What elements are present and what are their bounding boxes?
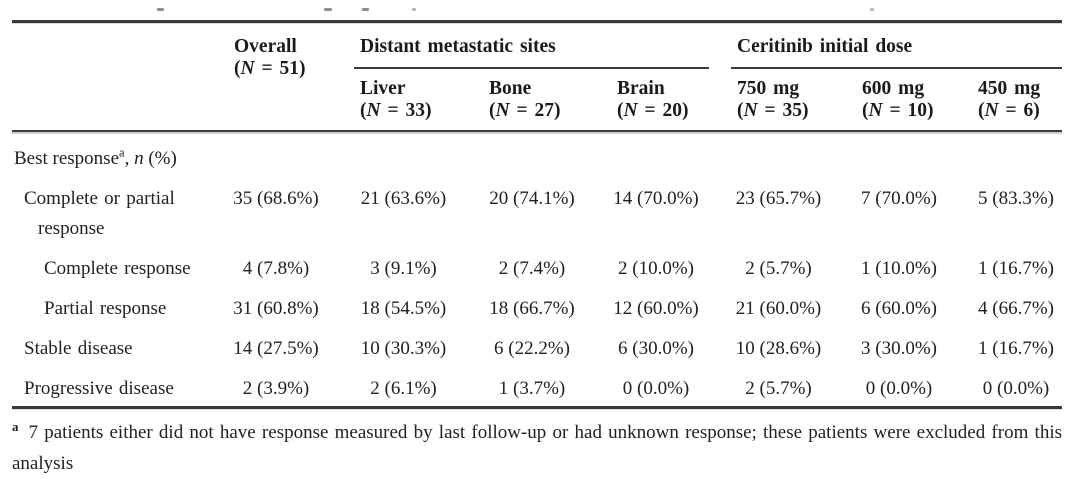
row-label: Progressive disease — [24, 378, 174, 399]
value-cell-liver: 21 (63.6%) — [360, 188, 447, 209]
row-label: Partial response — [44, 298, 167, 319]
column-n-count: (N = 51) — [234, 58, 306, 79]
table-row: Partial response 31 (60.8%) 18 (54.5%) 1… — [12, 294, 1062, 324]
value-cell-bone: 6 (22.2%) — [494, 338, 570, 359]
group-header-distant-metastatic-sites: Distant metastatic sites — [354, 36, 709, 69]
column-header-750mg: 750 mg (N = 35) — [731, 69, 856, 130]
value-cell-brain: 6 (30.0%) — [618, 338, 694, 359]
value-cell-liver: 18 (54.5%) — [360, 298, 447, 319]
value-cell-450mg: 5 (83.3%) — [978, 188, 1054, 209]
row-label: Complete or partial response — [24, 188, 175, 239]
table-bottom-rule — [12, 406, 1062, 409]
value-cell-brain: 14 (70.0%) — [613, 188, 699, 209]
header-bottom-rule — [12, 130, 1062, 132]
scan-artifact-dash — [324, 8, 332, 11]
column-title: Overall — [234, 36, 297, 57]
value-cell-bone: 18 (66.7%) — [489, 298, 575, 319]
value-cell-bone: 2 (7.4%) — [498, 258, 566, 279]
scan-artifact-dash — [870, 8, 874, 11]
value-cell-overall: 4 (7.8%) — [242, 258, 310, 279]
value-cell-450mg: 1 (16.7%) — [978, 258, 1054, 279]
value-cell-750mg: 2 (5.7%) — [745, 378, 812, 399]
value-cell-750mg: 2 (5.7%) — [745, 258, 812, 279]
scan-artifact-dash — [362, 8, 369, 11]
value-cell-overall: 35 (68.6%) — [233, 188, 319, 209]
section-label: Best response — [14, 148, 120, 169]
value-cell-600mg: 0 (0.0%) — [865, 378, 933, 399]
value-cell-750mg: 23 (65.7%) — [735, 188, 822, 209]
value-cell-overall: 31 (60.8%) — [233, 298, 319, 319]
column-title: Liver — [360, 78, 406, 99]
column-n-count: (N = 33) — [360, 100, 432, 121]
value-cell-450mg: 0 (0.0%) — [982, 378, 1050, 399]
value-cell-liver: 2 (6.1%) — [370, 378, 437, 399]
column-title: Bone — [489, 78, 532, 99]
column-title: Brain — [617, 78, 665, 99]
column-header-overall: Overall (N = 51) — [228, 36, 354, 130]
value-cell-liver: 10 (30.3%) — [360, 338, 447, 359]
footnote-marker-ref: a — [119, 145, 125, 160]
value-cell-brain: 2 (10.0%) — [618, 258, 694, 279]
value-cell-600mg: 7 (70.0%) — [861, 188, 937, 209]
value-cell-bone: 20 (74.1%) — [489, 188, 575, 209]
column-title: 600 mg — [862, 78, 925, 99]
value-cell-overall: 14 (27.5%) — [233, 338, 319, 359]
column-n-count: (N = 27) — [489, 100, 561, 121]
column-header-liver: Liver (N = 33) — [354, 69, 483, 130]
scan-artifact-dash — [157, 8, 164, 11]
column-n-count: (N = 6) — [978, 100, 1040, 121]
section-sep: , — [124, 148, 135, 169]
value-cell-overall: 2 (3.9%) — [242, 378, 310, 399]
column-title: 750 mg — [737, 78, 800, 99]
section-row-best-response: Best responsea, n (%) — [12, 144, 1062, 174]
table-header: Overall (N = 51) Distant metastatic site… — [12, 23, 1062, 130]
value-cell-450mg: 1 (16.7%) — [978, 338, 1054, 359]
row-label: Complete response — [44, 258, 191, 279]
value-cell-600mg: 1 (10.0%) — [861, 258, 937, 279]
value-cell-600mg: 3 (30.0%) — [861, 338, 937, 359]
column-header-600mg: 600 mg (N = 10) — [856, 69, 972, 130]
value-cell-bone: 1 (3.7%) — [498, 378, 566, 399]
column-title: 450 mg — [978, 78, 1041, 99]
value-cell-750mg: 10 (28.6%) — [735, 338, 822, 359]
value-cell-600mg: 6 (60.0%) — [861, 298, 937, 319]
column-header-bone: Bone (N = 27) — [483, 69, 611, 130]
group-title: Distant metastatic sites — [360, 36, 556, 57]
row-label: Stable disease — [24, 338, 133, 359]
column-header-brain: Brain (N = 20) — [611, 69, 731, 130]
group-title: Ceritinib initial dose — [737, 36, 913, 57]
column-header-450mg: 450 mg (N = 6) — [972, 69, 1062, 130]
column-n-count: (N = 20) — [617, 100, 689, 121]
table-row: Progressive disease 2 (3.9%) 2 (6.1%) 1 … — [12, 374, 1062, 404]
value-cell-450mg: 4 (66.7%) — [978, 298, 1054, 319]
footnote-marker: a — [12, 418, 19, 434]
footnote-text: 7 patients either did not have response … — [12, 422, 1062, 474]
column-n-count: (N = 35) — [737, 100, 809, 121]
value-cell-liver: 3 (9.1%) — [370, 258, 437, 279]
section-variable-n: n — [134, 148, 144, 169]
response-table: Overall (N = 51) Distant metastatic site… — [12, 20, 1062, 479]
group-header-ceritinib-initial-dose: Ceritinib initial dose — [731, 36, 1062, 69]
value-cell-750mg: 21 (60.0%) — [735, 298, 822, 319]
data-rows: Complete or partial response 35 (68.6%) … — [12, 184, 1062, 404]
value-cell-brain: 0 (0.0%) — [622, 378, 690, 399]
table-top-rule — [12, 20, 1062, 23]
table-row: Stable disease 14 (27.5%) 10 (30.3%) 6 (… — [12, 334, 1062, 364]
scan-artifact-dash — [412, 8, 416, 11]
column-n-count: (N = 10) — [862, 100, 934, 121]
table-row: Complete response 4 (7.8%) 3 (9.1%) 2 (7… — [12, 254, 1062, 284]
section-suffix: (%) — [143, 148, 177, 169]
table-row: Complete or partial response 35 (68.6%) … — [12, 184, 1062, 244]
value-cell-brain: 12 (60.0%) — [613, 298, 699, 319]
corner-cell — [12, 36, 228, 130]
table-body: Best responsea, n (%) Complete or partia… — [12, 132, 1062, 404]
